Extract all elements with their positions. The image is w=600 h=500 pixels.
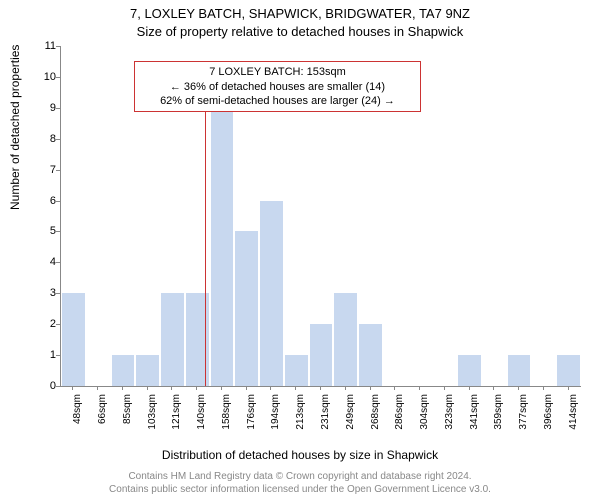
x-tick-label: 194sqm: [270, 394, 281, 438]
y-tick-label: 2: [38, 318, 56, 330]
y-tick-mark: [56, 386, 60, 387]
y-tick-mark: [56, 139, 60, 140]
x-tick-label: 249sqm: [345, 394, 356, 438]
chart-subtitle: Size of property relative to detached ho…: [0, 24, 600, 39]
y-tick-mark: [56, 108, 60, 109]
x-tick-mark: [72, 386, 73, 390]
x-tick-mark: [270, 386, 271, 390]
y-tick-mark: [56, 201, 60, 202]
histogram-bar: [61, 293, 86, 386]
y-tick-label: 0: [38, 380, 56, 392]
property-marker-line: [205, 77, 206, 386]
y-tick-label: 8: [38, 133, 56, 145]
x-tick-mark: [370, 386, 371, 390]
x-tick-mark: [122, 386, 123, 390]
histogram-bar: [135, 355, 160, 386]
histogram-bar: [457, 355, 482, 386]
chart-footer: Contains HM Land Registry data © Crown c…: [0, 470, 600, 496]
y-tick-label: 4: [38, 256, 56, 268]
y-tick-label: 7: [38, 164, 56, 176]
histogram-bar: [210, 108, 235, 386]
y-tick-mark: [56, 293, 60, 294]
y-tick-label: 9: [38, 102, 56, 114]
x-tick-mark: [394, 386, 395, 390]
x-tick-label: 140sqm: [196, 394, 207, 438]
x-tick-mark: [320, 386, 321, 390]
y-tick-label: 5: [38, 225, 56, 237]
y-axis-label: Number of detached properties: [8, 45, 22, 210]
x-tick-mark: [493, 386, 494, 390]
footer-line-1: Contains HM Land Registry data © Crown c…: [0, 470, 600, 483]
x-tick-mark: [221, 386, 222, 390]
x-tick-label: 359sqm: [493, 394, 504, 438]
x-tick-label: 158sqm: [221, 394, 232, 438]
histogram-bar: [358, 324, 383, 386]
x-tick-label: 377sqm: [518, 394, 529, 438]
y-tick-label: 10: [38, 71, 56, 83]
histogram-bar: [259, 201, 284, 386]
x-tick-label: 103sqm: [147, 394, 158, 438]
y-tick-mark: [56, 355, 60, 356]
histogram-bar: [111, 355, 136, 386]
x-tick-label: 48sqm: [72, 394, 83, 438]
x-tick-mark: [171, 386, 172, 390]
y-tick-mark: [56, 77, 60, 78]
annotation-box: 7 LOXLEY BATCH: 153sqm← 36% of detached …: [134, 61, 420, 112]
x-tick-mark: [419, 386, 420, 390]
x-tick-label: 213sqm: [295, 394, 306, 438]
chart-title-address: 7, LOXLEY BATCH, SHAPWICK, BRIDGWATER, T…: [0, 6, 600, 21]
y-tick-label: 1: [38, 349, 56, 361]
x-tick-label: 121sqm: [171, 394, 182, 438]
x-tick-mark: [518, 386, 519, 390]
histogram-bar: [309, 324, 334, 386]
histogram-bar: [160, 293, 185, 386]
x-tick-mark: [568, 386, 569, 390]
y-tick-label: 11: [38, 40, 56, 52]
x-axis-label: Distribution of detached houses by size …: [0, 448, 600, 462]
y-tick-mark: [56, 170, 60, 171]
x-tick-label: 341sqm: [469, 394, 480, 438]
histogram-bar: [333, 293, 358, 386]
x-tick-label: 268sqm: [370, 394, 381, 438]
x-tick-label: 85sqm: [122, 394, 133, 438]
x-tick-mark: [97, 386, 98, 390]
histogram-bar: [284, 355, 309, 386]
y-tick-label: 3: [38, 287, 56, 299]
x-tick-mark: [543, 386, 544, 390]
y-tick-mark: [56, 231, 60, 232]
x-tick-mark: [246, 386, 247, 390]
x-tick-label: 414sqm: [568, 394, 579, 438]
x-tick-label: 286sqm: [394, 394, 405, 438]
histogram-bar: [556, 355, 581, 386]
footer-line-2: Contains public sector information licen…: [0, 483, 600, 496]
x-tick-mark: [295, 386, 296, 390]
y-tick-mark: [56, 324, 60, 325]
annotation-line: 62% of semi-detached houses are larger (…: [141, 94, 413, 108]
x-tick-mark: [345, 386, 346, 390]
x-tick-label: 176sqm: [246, 394, 257, 438]
x-tick-mark: [469, 386, 470, 390]
x-tick-mark: [196, 386, 197, 390]
y-tick-mark: [56, 262, 60, 263]
histogram-bar: [507, 355, 532, 386]
histogram-bar: [234, 231, 259, 386]
x-tick-label: 304sqm: [419, 394, 430, 438]
annotation-line: ← 36% of detached houses are smaller (14…: [141, 80, 413, 94]
x-tick-label: 66sqm: [97, 394, 108, 438]
x-tick-label: 231sqm: [320, 394, 331, 438]
x-tick-mark: [147, 386, 148, 390]
y-tick-mark: [56, 46, 60, 47]
x-tick-label: 396sqm: [543, 394, 554, 438]
x-tick-mark: [444, 386, 445, 390]
y-tick-label: 6: [38, 195, 56, 207]
x-tick-label: 323sqm: [444, 394, 455, 438]
annotation-line: 7 LOXLEY BATCH: 153sqm: [141, 65, 413, 79]
